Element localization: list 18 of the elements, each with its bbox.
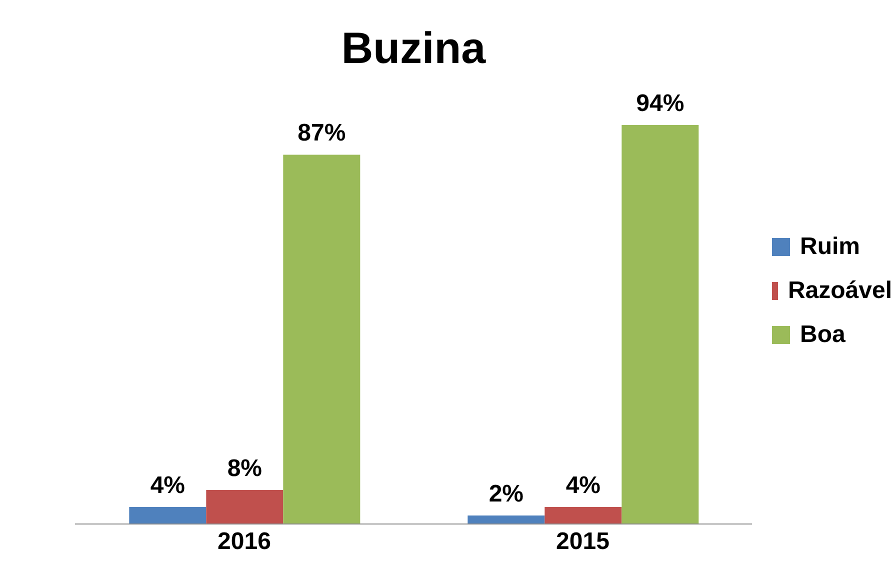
bar [622, 125, 699, 524]
legend-label: Boa [800, 320, 846, 348]
data-label: 8% [227, 455, 262, 482]
chart-title: Buzina [340, 24, 487, 74]
bar [544, 507, 622, 524]
legend-label: Razoável [788, 276, 892, 304]
data-label: 94% [636, 90, 684, 117]
bar [129, 507, 206, 524]
x-tick-label: 2016 [218, 528, 271, 556]
data-label: 2% [488, 480, 524, 508]
data-label: 4% [150, 472, 186, 500]
x-tick-label: 2015 [556, 528, 610, 556]
data-label: 4% [566, 472, 601, 500]
legend-label: Ruim [800, 232, 860, 260]
data-label: 87% [298, 120, 346, 147]
bar [468, 516, 545, 524]
bar [206, 490, 284, 524]
bar [283, 154, 360, 524]
